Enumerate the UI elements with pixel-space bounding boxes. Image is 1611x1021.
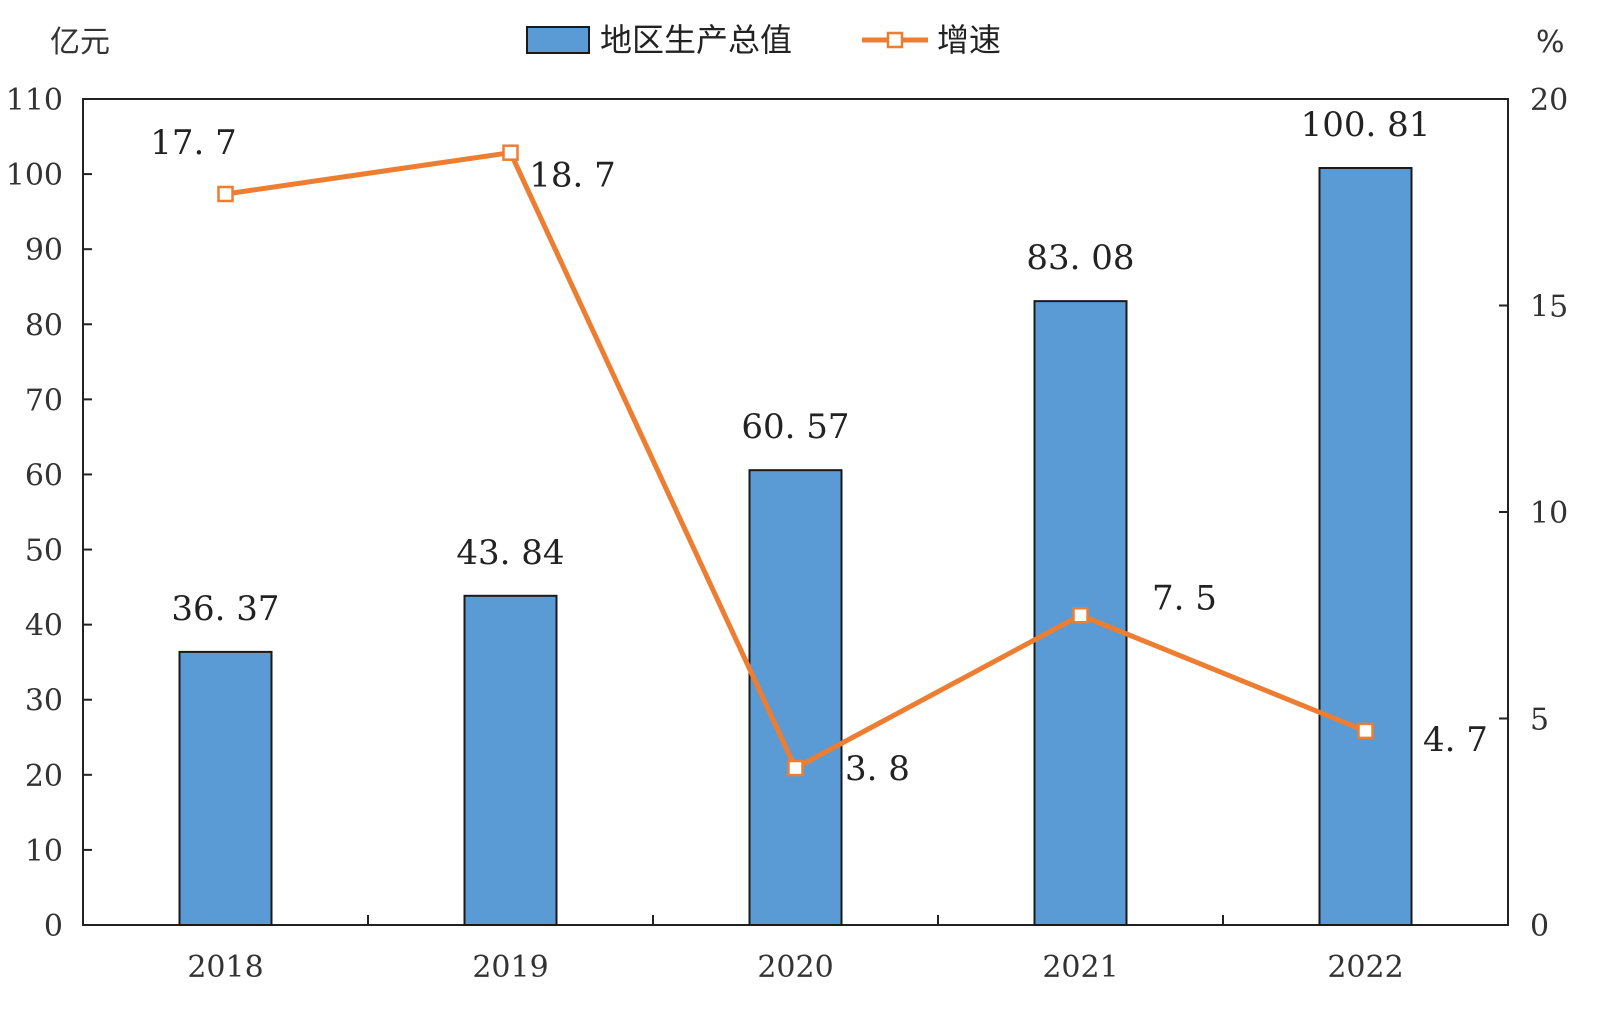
x-tick-label: 2022 bbox=[1327, 950, 1403, 985]
right-tick-label: 20 bbox=[1530, 83, 1568, 118]
right-tick-label: 10 bbox=[1530, 496, 1568, 531]
left-axis: 0 10 20 30 40 50 60 70 80 90 100 110 bbox=[6, 83, 92, 944]
bar bbox=[463, 594, 558, 926]
bar bbox=[1318, 167, 1413, 926]
growth-point bbox=[1357, 722, 1374, 740]
growth-value-label: 4. 7 bbox=[1423, 720, 1488, 760]
right-axis-unit: % bbox=[1536, 25, 1565, 60]
right-tick-label: 5 bbox=[1530, 703, 1549, 738]
legend: 地区生产总值 增速 bbox=[526, 21, 1001, 59]
left-tick-label: 80 bbox=[25, 308, 63, 343]
legend-line-label: 增速 bbox=[937, 21, 1001, 59]
x-tick-label: 2021 bbox=[1042, 950, 1118, 985]
growth-line bbox=[217, 144, 1374, 777]
x-tick-label: 2018 bbox=[187, 950, 263, 985]
left-tick-label: 110 bbox=[6, 83, 63, 118]
left-tick-label: 30 bbox=[25, 684, 63, 719]
left-tick-label: 50 bbox=[25, 534, 63, 569]
x-tick-label: 2019 bbox=[472, 950, 548, 985]
bar-value-label: 100. 81 bbox=[1301, 105, 1431, 145]
bars bbox=[178, 167, 1413, 926]
growth-value-label: 18. 7 bbox=[529, 156, 616, 196]
left-axis-unit: 亿元 bbox=[50, 25, 110, 60]
left-tick-label: 20 bbox=[25, 759, 63, 794]
growth-value-label: 7. 5 bbox=[1152, 578, 1217, 618]
right-tick-label: 15 bbox=[1530, 290, 1568, 325]
left-tick-label: 70 bbox=[25, 383, 63, 418]
right-tick-label: 0 bbox=[1530, 909, 1549, 944]
growth-value-label: 17. 7 bbox=[150, 123, 237, 163]
growth-point bbox=[1072, 607, 1089, 624]
legend-bar-swatch bbox=[526, 26, 590, 54]
left-tick-label: 40 bbox=[25, 609, 63, 644]
x-axis: 2018 2019 2020 2021 2022 bbox=[187, 915, 1404, 985]
growth-point bbox=[502, 144, 519, 161]
x-tick-label: 2020 bbox=[757, 950, 833, 985]
bar-value-label: 36. 37 bbox=[171, 589, 279, 629]
legend-line-marker bbox=[886, 31, 904, 49]
left-tick-label: 60 bbox=[25, 458, 63, 493]
left-tick-label: 10 bbox=[25, 834, 63, 869]
left-tick-label: 0 bbox=[44, 909, 63, 944]
legend-bar-label: 地区生产总值 bbox=[600, 21, 792, 59]
bar bbox=[178, 650, 273, 926]
growth-point bbox=[787, 759, 804, 777]
growth-value-label: 3. 8 bbox=[845, 749, 910, 789]
growth-point bbox=[217, 185, 234, 203]
data-labels: 36. 37 43. 84 60. 57 83. 08 100. 81 17. 7 18. … bbox=[150, 105, 1488, 789]
left-tick-label: 100 bbox=[6, 158, 63, 193]
bar-value-label: 43. 84 bbox=[456, 533, 564, 573]
left-tick-label: 90 bbox=[25, 233, 63, 268]
bar-value-label: 83. 08 bbox=[1026, 238, 1134, 278]
bar-value-label: 60. 57 bbox=[741, 407, 849, 447]
right-axis: 0 5 10 15 20 bbox=[1499, 83, 1568, 944]
